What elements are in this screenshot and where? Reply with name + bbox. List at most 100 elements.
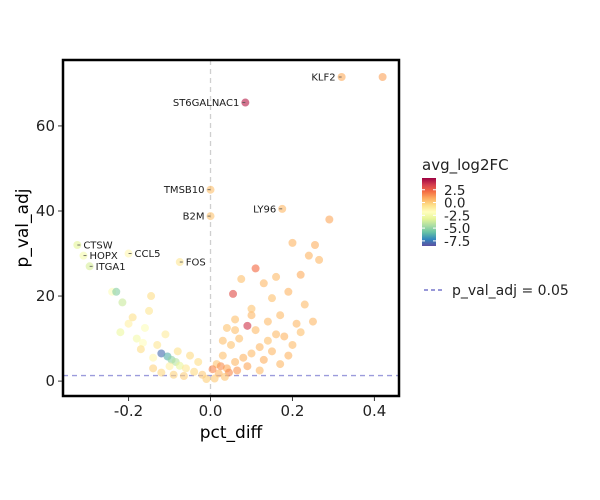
color-legend-tick-label: 2.5 [444,183,465,199]
data-point [208,365,217,374]
gene-label: CCL5 [135,249,161,260]
x-tick-label: -0.2 [114,402,143,420]
data-point [231,357,240,366]
data-point [296,270,305,279]
x-tick-label: 0.4 [362,402,386,420]
data-point [124,319,133,328]
data-point [378,73,387,82]
data-point [296,328,305,337]
y-tick-label: 40 [36,202,55,220]
data-point [300,300,309,309]
data-point [259,355,268,364]
data-point [173,347,182,356]
data-point [233,366,242,375]
data-point [140,323,149,332]
data-point [315,255,324,264]
data-point [128,313,137,322]
color-legend-title: avg_log2FC [422,156,509,175]
gene-label: TMSB10 [163,185,205,196]
data-point [202,374,211,383]
data-point [231,326,240,335]
data-point [132,334,141,343]
data-point [235,334,244,343]
data-point [239,353,248,362]
data-point [153,340,162,349]
data-point [263,317,272,326]
data-point [149,353,158,362]
data-point [325,215,334,224]
data-point [116,328,125,337]
data-point [138,338,147,347]
data-point [259,279,268,288]
data-point [229,289,238,298]
data-point [157,349,166,358]
gene-label: ST6GALNAC1 [173,98,239,109]
color-legend-tick-label: -2.5 [444,208,470,224]
data-point [304,251,313,260]
data-point [308,317,317,326]
data-point [179,372,188,381]
data-point [251,264,260,273]
gene-label: ITGA1 [96,262,126,273]
data-point [165,362,174,371]
data-point [288,340,297,349]
data-point [237,275,246,284]
color-legend-tick-label: -7.5 [444,234,470,250]
data-point [186,351,195,360]
data-point [222,323,231,332]
data-point [194,357,203,366]
color-bar [422,178,436,246]
x-tick-label: 0.2 [281,402,305,420]
data-point [147,292,156,301]
data-point [255,343,264,352]
data-point [231,315,240,324]
gene-label: KLF2 [311,73,335,84]
data-point [247,349,256,358]
data-point [272,272,281,281]
data-point [247,304,256,313]
gene-labels-layer: KLF2 ST6GALNAC1 TMSB10 B2M LY96 CTSW CCL5 HOPX F… [77,73,342,273]
data-point [227,340,235,349]
data-point [311,241,319,250]
data-point [216,362,225,371]
gene-label: LY96 [253,204,276,215]
data-point [276,360,285,369]
data-point [190,367,199,376]
data-point [247,311,256,320]
threshold-legend-label: p_val_adj = 0.05 [452,283,569,299]
data-point [284,287,293,296]
data-point [161,330,170,339]
data-point [175,361,184,370]
gene-label: HOPX [89,251,117,262]
data-point [210,374,219,383]
data-point [220,372,229,381]
data-point [157,368,166,377]
data-point [145,306,154,315]
y-tick-label: 60 [36,117,55,135]
y-axis-title: p_val_adj [13,189,33,268]
data-point [218,336,227,345]
data-point [280,332,289,341]
x-axis: -0.2 0.0 0.2 0.4 [114,397,386,420]
data-point [263,336,272,345]
y-axis: 0 20 40 60 [36,117,62,390]
plot-border [61,58,401,398]
plot-panel [63,60,399,396]
threshold-legend: p_val_adj = 0.05 [424,283,569,299]
data-point [149,364,158,373]
plot-area: KLF2 ST6GALNAC1 TMSB10 B2M LY96 CTSW CCL5 HOPX F… [61,58,401,398]
data-point [292,319,301,328]
x-tick-label: 0.0 [199,402,223,420]
y-tick-label: 20 [36,287,55,305]
data-point [169,370,178,379]
data-point [288,238,297,247]
gene-label: FOS [186,258,206,269]
y-tick-label: 0 [45,372,55,390]
gene-label: CTSW [83,241,112,252]
color-legend-ticks: 2.50.0-2.5-5.0-7.5 [422,183,470,250]
data-point [136,345,145,354]
data-point [255,366,264,375]
data-point [181,364,190,373]
color-legend: avg_log2FC 2.50.0-2.5-5.0-7.5 p_val_adj … [422,156,569,299]
